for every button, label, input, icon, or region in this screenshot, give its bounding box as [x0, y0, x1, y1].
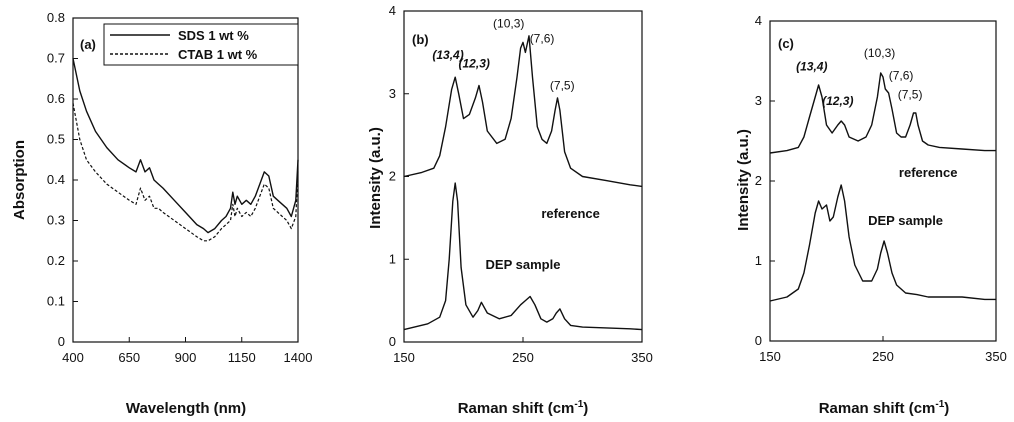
panel-c-ytick-label: 4	[755, 13, 762, 28]
panel-b-annotation: (13,4)	[432, 48, 463, 62]
panel-c-annotation: (12,3)	[822, 94, 853, 108]
panel-c-series-reference-line	[769, 72, 996, 154]
panel-b-xtick-label: 250	[512, 350, 534, 365]
panel-a-xtick-label: 1400	[284, 350, 313, 365]
panel-b-ytick-label: 1	[389, 251, 396, 266]
panel-b-annotation: reference	[541, 206, 600, 221]
panel-b-ytick-label: 2	[389, 169, 396, 184]
panel-a-xtick-label: 1150	[228, 350, 256, 365]
panel-b-label: (b)	[412, 32, 429, 47]
panel-a-label: (a)	[80, 37, 96, 52]
panel-c-xlabel-sup: -1	[935, 399, 944, 410]
panel-a-xlabel: Wavelength (nm)	[126, 400, 246, 417]
panel-a-ytick-label: 0.8	[47, 10, 65, 25]
panel-b-xtick-label: 150	[393, 350, 415, 365]
legend-box	[103, 23, 299, 66]
panel-b-annotation: (7,5)	[550, 79, 575, 93]
panel-c-ytick-label: 3	[755, 93, 762, 108]
panel-a-ytick-label: 0.1	[47, 294, 65, 309]
panel-b-xlabel: Raman shift (cm-1)	[458, 399, 589, 417]
panel-c-ytick-label: 2	[755, 173, 762, 188]
panel-b-annotation: (12,3)	[459, 56, 490, 70]
panel-c-series-dep-sample-line	[769, 184, 996, 302]
panel-a-ytick-label: 0.7	[47, 51, 65, 66]
panel-a: (a) SDS 1 wt % CTAB 1 wt % Wavelength (n…	[11, 17, 299, 417]
panel-a-ytick-label: 0.5	[47, 132, 65, 147]
chart-marks: 400 650 900 1150 140000.10.20.30.40.50.60.70…	[47, 3, 1007, 365]
legend-label-sds: SDS 1 wt %	[178, 28, 249, 43]
panel-b-xlabel-sup: -1	[574, 399, 583, 410]
panel-a-frame	[72, 17, 299, 343]
panel-a-ytick-label: 0.3	[47, 213, 65, 228]
panel-b-ylabel: Intensity (a.u.)	[367, 127, 384, 229]
panel-a-xtick-label: 650	[118, 350, 140, 365]
panel-c-annotation: DEP sample	[868, 213, 943, 228]
panel-a-xtick-label: 900	[175, 350, 197, 365]
panel-a-ytick-label: 0.2	[47, 253, 65, 268]
panel-c-annotation: (10,3)	[864, 46, 895, 60]
panel-c-ylabel: Intensity (a.u.)	[735, 129, 752, 231]
panel-c-annotation: (7,6)	[889, 68, 914, 82]
panel-c-annotation: (7,5)	[898, 88, 923, 102]
panel-b-series-dep-sample-line	[403, 182, 643, 331]
panel-c-xtick-label: 250	[872, 349, 894, 364]
panel-b-annotation: DEP sample	[486, 257, 561, 272]
panel-a-series-sds-1-wt-line	[72, 58, 299, 234]
panel-a-xtick-label: 400	[62, 350, 84, 365]
panel-c-annotation: reference	[899, 165, 958, 180]
panel-c-label: (c)	[778, 36, 794, 51]
panel-a-ytick-label: 0	[58, 334, 65, 349]
panel-a-ytick-label: 0.6	[47, 91, 65, 106]
panel-c-ytick-label: 0	[755, 333, 762, 348]
panel-c-xlabel: Raman shift (cm-1)	[819, 399, 950, 417]
panel-c-xtick-label: 150	[759, 349, 781, 364]
panel-b-xlabel-end: )	[583, 400, 588, 417]
panel-c-xtick-label: 350	[985, 349, 1007, 364]
panel-b-annotation: (10,3)	[493, 17, 524, 31]
panel-b-ytick-label: 3	[389, 86, 396, 101]
panel-a-ytick-label: 0.4	[47, 172, 65, 187]
legend-label-ctab: CTAB 1 wt %	[178, 47, 258, 62]
panel-b-ytick-label: 4	[389, 3, 396, 18]
panel-a-ylabel: Absorption	[11, 140, 28, 220]
panel-b-ytick-label: 0	[389, 334, 396, 349]
panel-c-xlabel-end: )	[944, 400, 949, 417]
panel-b-series-reference-line	[403, 35, 643, 188]
panel-b-annotation: (7,6)	[530, 31, 555, 45]
panel-b-xlabel-main: Raman shift (cm	[458, 400, 575, 417]
panel-b-xtick-label: 350	[631, 350, 653, 365]
panel-c-ytick-label: 1	[755, 253, 762, 268]
panel-a-series-ctab-1-wt-line	[72, 102, 299, 242]
panel-c-xlabel-main: Raman shift (cm	[819, 400, 936, 417]
panel-c-annotation: (13,4)	[796, 60, 827, 74]
